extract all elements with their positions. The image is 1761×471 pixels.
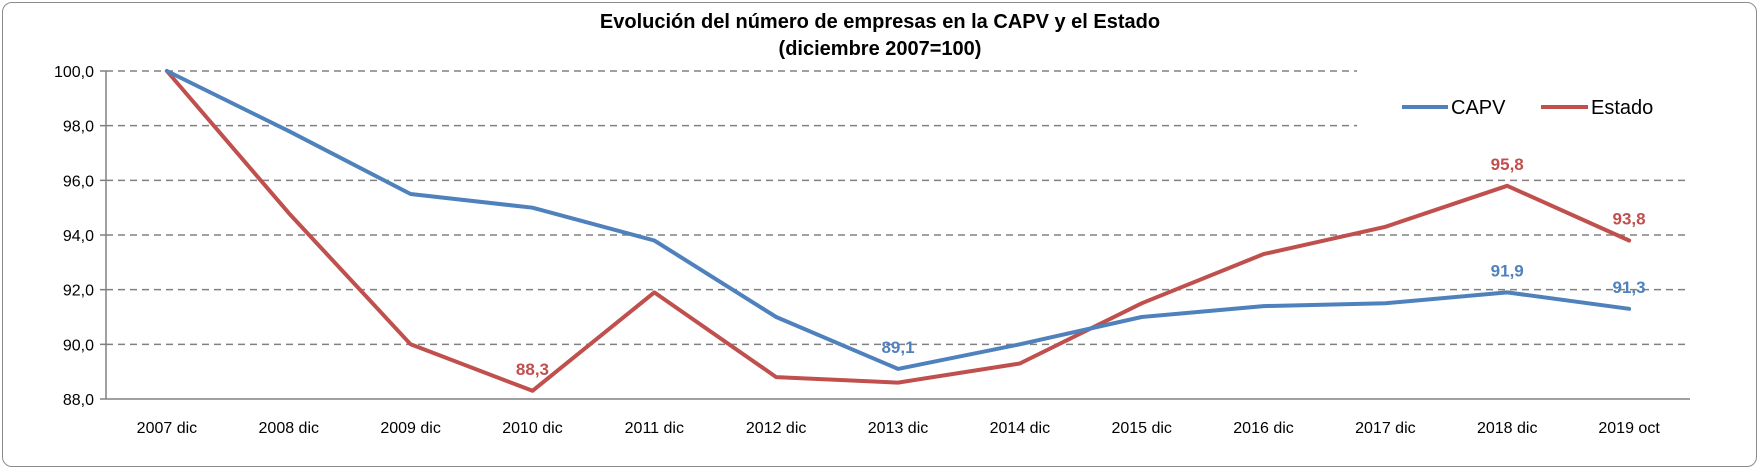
x-tick-label: 2015 dic — [1111, 420, 1172, 437]
y-tick-label: 94,0 — [63, 228, 94, 245]
legend-label-estado: Estado — [1591, 97, 1653, 119]
x-tick-label: 2010 dic — [502, 420, 563, 437]
data-label-capv: 89,1 — [881, 338, 914, 357]
data-label-estado: 95,8 — [1491, 155, 1524, 174]
y-axis: 88,0 90,0 92,0 94,0 96,0 98,0 100,0 — [54, 64, 107, 409]
x-tick-label: 2017 dic — [1355, 420, 1416, 437]
x-tick-label: 2008 dic — [259, 420, 320, 437]
y-tick-label: 98,0 — [63, 119, 94, 136]
x-tick-label: 2018 dic — [1477, 420, 1538, 437]
x-tick-label: 2009 dic — [380, 420, 441, 437]
chart-subtitle: (diciembre 2007=100) — [779, 38, 982, 60]
y-tick-label: 92,0 — [63, 283, 94, 300]
series-line-estado — [164, 69, 1632, 393]
gridlines — [106, 70, 1690, 346]
x-tick-label: 2013 dic — [868, 420, 929, 437]
y-tick-label: 90,0 — [63, 337, 94, 354]
x-axis: 2007 dic 2008 dic 2009 dic 2010 dic 2011 dic… — [106, 398, 1690, 437]
y-tick-label: 88,0 — [63, 392, 94, 409]
chart-title: Evolución del número de empresas en la C… — [600, 11, 1160, 33]
data-labels: 89,1 91,9 91,3 88,3 95,8 93,8 — [516, 155, 1646, 379]
series-line-capv — [164, 69, 1632, 371]
x-tick-label: 2019 oct — [1598, 420, 1660, 437]
data-label-capv: 91,9 — [1491, 261, 1524, 280]
data-label-estado: 93,8 — [1613, 209, 1646, 228]
y-tick-label: 100,0 — [54, 64, 94, 81]
x-tick-label: 2014 dic — [990, 420, 1051, 437]
legend: CAPV Estado — [1402, 97, 1653, 119]
x-tick-label: 2011 dic — [625, 420, 684, 437]
x-tick-label: 2012 dic — [746, 420, 807, 437]
legend-label-capv: CAPV — [1451, 97, 1506, 119]
y-tick-label: 96,0 — [63, 173, 94, 190]
data-label-estado: 88,3 — [516, 360, 549, 379]
data-label-capv: 91,3 — [1613, 278, 1646, 297]
x-tick-label: 2007 dic — [137, 420, 198, 437]
x-tick-label: 2016 dic — [1233, 420, 1294, 437]
series-lines — [164, 69, 1632, 393]
